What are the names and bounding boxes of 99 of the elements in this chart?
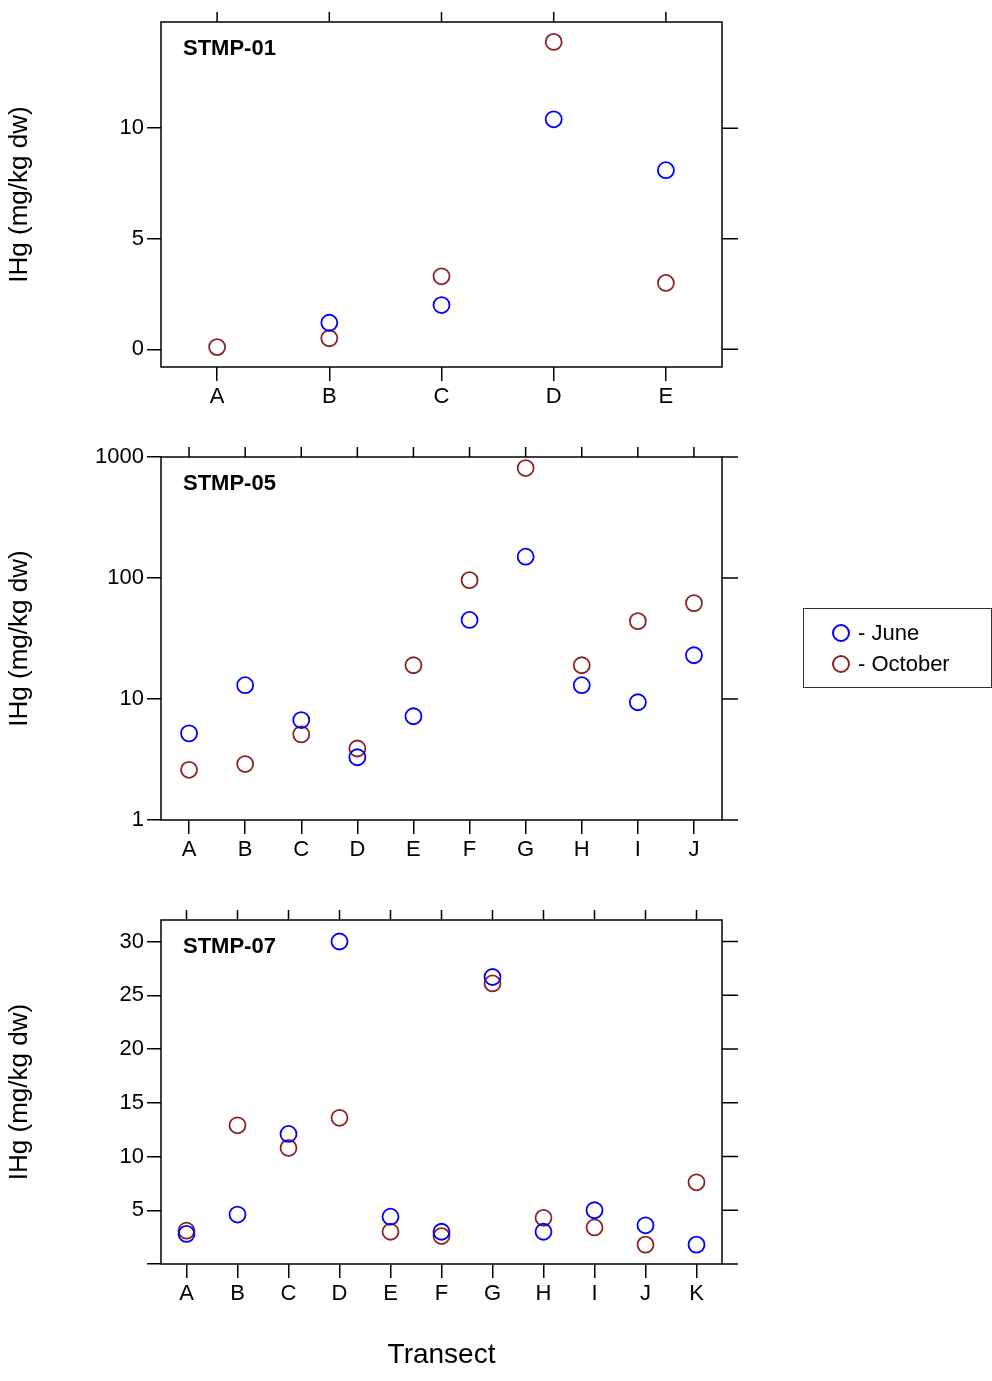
point — [348, 748, 367, 767]
x-tick-label: F — [462, 836, 477, 862]
point — [177, 1221, 196, 1240]
x-tick-label: C — [293, 836, 310, 862]
point — [320, 329, 339, 348]
point — [404, 707, 423, 726]
x-tick-label: G — [517, 836, 535, 862]
point — [636, 1235, 655, 1254]
x-axis-title: Transect — [387, 1337, 496, 1369]
point — [534, 1208, 553, 1227]
point — [228, 1116, 247, 1135]
point — [685, 646, 703, 665]
x-tick-label: B — [321, 383, 337, 409]
point — [348, 739, 367, 758]
y-axis-title: IHg (mg/kg dw) — [2, 550, 33, 727]
point — [585, 1201, 604, 1220]
point — [516, 547, 535, 566]
y-tick-label: 30 — [119, 927, 144, 953]
point — [432, 1222, 451, 1241]
x-tick-label: F — [434, 1280, 449, 1306]
point — [228, 1205, 247, 1224]
x-tick-label: H — [535, 1280, 552, 1306]
point — [381, 1222, 400, 1241]
point — [687, 1235, 706, 1254]
point — [585, 1218, 604, 1237]
y-tick-label: 25 — [119, 981, 144, 1007]
point — [404, 656, 423, 675]
x-tick-label: J — [688, 836, 700, 862]
text: STMP-01 — [183, 35, 276, 61]
point — [636, 1216, 655, 1235]
point — [572, 676, 591, 695]
x-tick-label: D — [331, 1280, 348, 1306]
point — [544, 33, 563, 51]
point — [432, 296, 451, 314]
point — [460, 611, 479, 629]
point — [279, 1139, 298, 1157]
x-tick-label: A — [209, 383, 225, 409]
x-tick-label: E — [658, 383, 674, 409]
legend-label: - June — [858, 619, 920, 646]
y-tick-label: 10 — [119, 114, 144, 140]
x-tick-label: A — [181, 836, 197, 862]
x-tick-label: D — [545, 383, 562, 409]
y-tick-label: 20 — [119, 1035, 144, 1061]
y-tick-label: 1 — [131, 806, 144, 832]
point — [208, 338, 226, 356]
point — [516, 459, 535, 477]
x-tick-label: B — [230, 1280, 245, 1306]
y-tick-label: 0 — [131, 335, 144, 361]
point — [236, 755, 255, 773]
x-tick-label: A — [179, 1280, 195, 1306]
point — [432, 267, 451, 286]
x-tick-label: G — [483, 1280, 502, 1306]
legend-label: - October — [858, 650, 950, 677]
point — [180, 760, 198, 779]
x-tick-label: D — [349, 836, 366, 862]
x-tick-label: I — [634, 836, 641, 862]
point — [236, 676, 255, 695]
x-tick-label: B — [237, 836, 253, 862]
point — [177, 1225, 196, 1243]
point — [292, 711, 311, 729]
y-tick-label: 1000 — [95, 443, 144, 469]
point — [292, 725, 311, 744]
point — [320, 313, 339, 332]
y-axis-title: IHg (mg/kg dw) — [2, 106, 33, 283]
point — [483, 968, 502, 986]
point — [687, 1173, 706, 1192]
x-tick-label: J — [640, 1280, 651, 1306]
x-tick-label: E — [383, 1280, 398, 1306]
y-tick-label: 100 — [107, 564, 144, 590]
x-tick-label: I — [591, 1280, 598, 1306]
y-tick-label: 10 — [119, 1142, 144, 1168]
point — [657, 161, 675, 180]
point — [628, 693, 647, 712]
text: STMP-05 — [183, 470, 276, 496]
point — [432, 1227, 451, 1245]
point — [685, 594, 703, 613]
x-tick-label: K — [689, 1280, 705, 1306]
y-tick-label: 10 — [119, 685, 144, 711]
text: STMP-07 — [183, 933, 276, 959]
point — [330, 1108, 349, 1127]
point — [534, 1222, 553, 1241]
point — [330, 932, 349, 951]
point — [628, 612, 647, 631]
y-tick-label: 15 — [119, 1088, 144, 1114]
x-tick-label: C — [280, 1280, 297, 1306]
x-tick-label: E — [406, 836, 421, 862]
point — [657, 274, 675, 292]
x-tick-label: H — [573, 836, 590, 862]
point — [460, 571, 479, 590]
point — [483, 974, 502, 993]
point — [544, 110, 563, 129]
point — [180, 724, 198, 743]
y-axis-title: IHg (mg/kg dw) — [2, 1003, 33, 1181]
point — [572, 656, 591, 675]
point — [279, 1125, 298, 1143]
x-tick-label: C — [433, 383, 450, 409]
y-tick-label: 5 — [131, 1196, 144, 1222]
y-tick-label: 5 — [131, 224, 144, 250]
point — [381, 1207, 400, 1226]
